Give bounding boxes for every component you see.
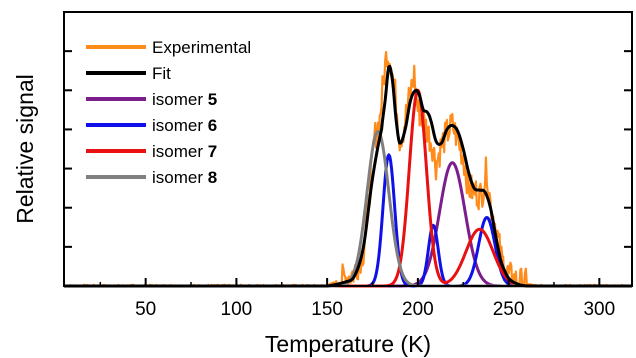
series-line-isomer-5 <box>63 161 633 288</box>
legend-number: 7 <box>208 142 217 161</box>
legend-text: isomer <box>152 90 208 109</box>
x-tick-label: 100 <box>221 299 253 320</box>
series-line-fit <box>63 64 633 288</box>
x-tick-label: 150 <box>311 299 343 320</box>
legend-label-fit: Fit <box>152 64 171 83</box>
x-axis-ticks: 50 100 150 200 250 300 <box>99 278 615 320</box>
legend-text: Experimental <box>152 38 251 57</box>
series-line-isomer-6 <box>63 153 633 288</box>
series-line-isomer-8 <box>63 129 633 288</box>
series-layer <box>63 50 633 288</box>
x-tick-label: 200 <box>402 299 434 320</box>
legend-label-isomer-5: isomer 5 <box>152 90 217 109</box>
y-axis-title: Relative signal <box>12 74 38 224</box>
legend-label-isomer-8: isomer 8 <box>152 168 217 187</box>
series-line-experimental <box>63 50 633 288</box>
legend-number: 6 <box>208 116 217 135</box>
legend-label-experimental: Experimental <box>152 38 251 57</box>
x-tick-label: 50 <box>135 299 156 320</box>
x-tick-label: 300 <box>583 299 615 320</box>
legend-number: 8 <box>208 168 217 187</box>
series-line-isomer-7 <box>63 88 633 288</box>
y-axis-ticks <box>64 50 632 248</box>
legend-label-isomer-7: isomer 7 <box>152 142 217 161</box>
legend-text: isomer <box>152 168 208 187</box>
legend-text: isomer <box>152 142 208 161</box>
x-axis-title: Temperature (K) <box>265 331 431 357</box>
legend-number: 5 <box>208 90 217 109</box>
legend-text: isomer <box>152 116 208 135</box>
plot-frame <box>63 11 633 287</box>
x-tick-label: 250 <box>493 299 525 320</box>
legend-text: Fit <box>152 64 171 83</box>
legend-label-isomer-6: isomer 6 <box>152 116 217 135</box>
